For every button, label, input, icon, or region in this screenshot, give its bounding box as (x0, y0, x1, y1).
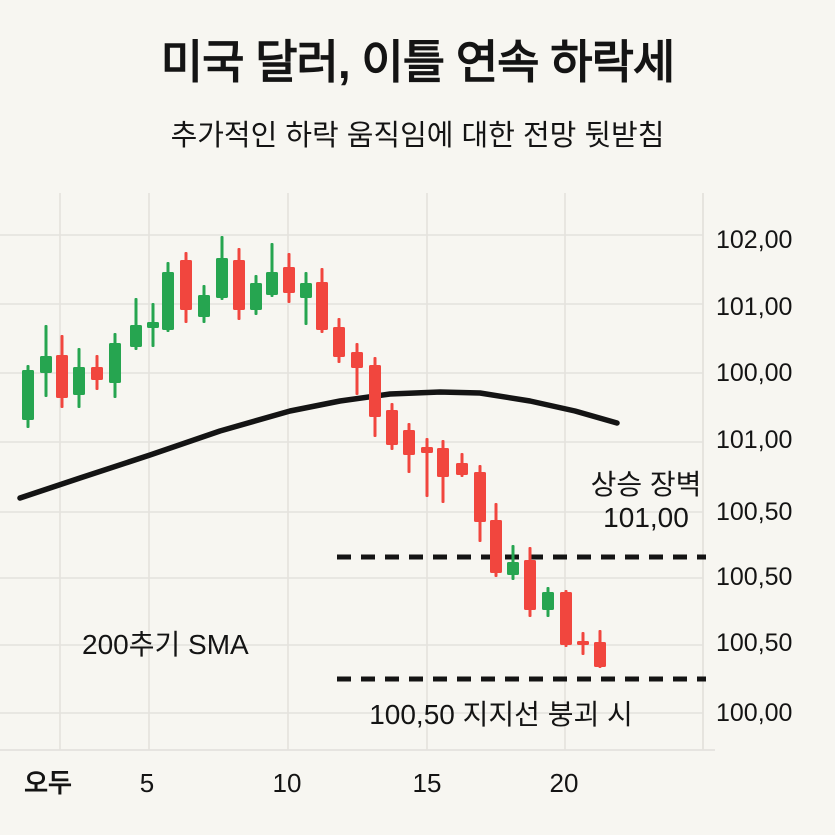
candle-body-down (490, 520, 502, 573)
candle-body-down (456, 463, 468, 475)
candle-wick (355, 343, 359, 395)
candle-body-down (56, 355, 68, 398)
resistance-annotation-value: 101,00 (603, 502, 689, 533)
x-axis-label: 5 (139, 768, 155, 798)
candle-body-down (283, 267, 295, 293)
x-axis-label: 20 (549, 768, 579, 798)
y-axis-label: 100,50 (716, 563, 793, 591)
x-axis-label: 15 (412, 768, 442, 798)
candle-body-down (233, 260, 245, 310)
candle-body-down (386, 410, 398, 445)
candle-body-up (250, 283, 262, 310)
candle-body-up (542, 592, 554, 610)
candle-body-up (300, 283, 312, 298)
resistance-annotation: 상승 장벽 101,00 (546, 468, 746, 534)
candle-body-down (333, 327, 345, 357)
sma-annotation: 200추기 SMA (82, 629, 249, 660)
y-axis-label: 101,00 (716, 426, 793, 454)
candle-body-up (147, 322, 159, 328)
candle-wick (304, 272, 308, 325)
candle-body-down (474, 472, 486, 522)
chart-title: 미국 달러, 이틀 연속 하락세 (160, 36, 675, 88)
y-axis-label: 101,00 (716, 293, 793, 321)
candle-body-down (594, 642, 606, 667)
candle-body-down (91, 367, 103, 380)
candle-body-down (437, 448, 449, 477)
candle-body-up (109, 343, 121, 383)
candle-body-up (130, 325, 142, 347)
y-axis-label: 100,50 (716, 629, 793, 657)
x-axis-label: 10 (272, 768, 302, 798)
candle-body-up (40, 356, 52, 373)
candle-body-up (266, 272, 278, 295)
support-annotation: 100,50 지지선 붕괴 시 (369, 699, 633, 730)
candle-body-down (351, 352, 363, 368)
candle-body-up (162, 272, 174, 330)
candle-body-up (216, 258, 228, 298)
candle-body-down (403, 430, 415, 455)
candle-body-up (22, 370, 34, 420)
y-axis-label: 100,50 (716, 498, 793, 526)
candle-body-down (180, 260, 192, 310)
resistance-annotation-label: 상승 장벽 (590, 469, 702, 500)
candle-body-up (198, 295, 210, 317)
y-axis-label: 100,00 (716, 699, 793, 727)
candle-body-up (73, 367, 85, 395)
candle-body-down (524, 560, 536, 610)
candle-body-down (316, 282, 328, 330)
y-axis-label: 100,00 (716, 359, 793, 387)
candle-body-down (369, 365, 381, 417)
chart-subtitle: 추가적인 하락 움직임에 대한 전망 뒷받침 (170, 120, 665, 152)
y-axis-label: 102,00 (716, 226, 793, 254)
candle-body-up (507, 562, 519, 575)
candle-body-down (421, 447, 433, 453)
candle-body-down (560, 592, 572, 645)
candle-body-down (577, 641, 589, 645)
x-axis-label: 오두 (24, 768, 72, 798)
sma-line (17, 389, 620, 501)
candle-wick (425, 438, 429, 497)
